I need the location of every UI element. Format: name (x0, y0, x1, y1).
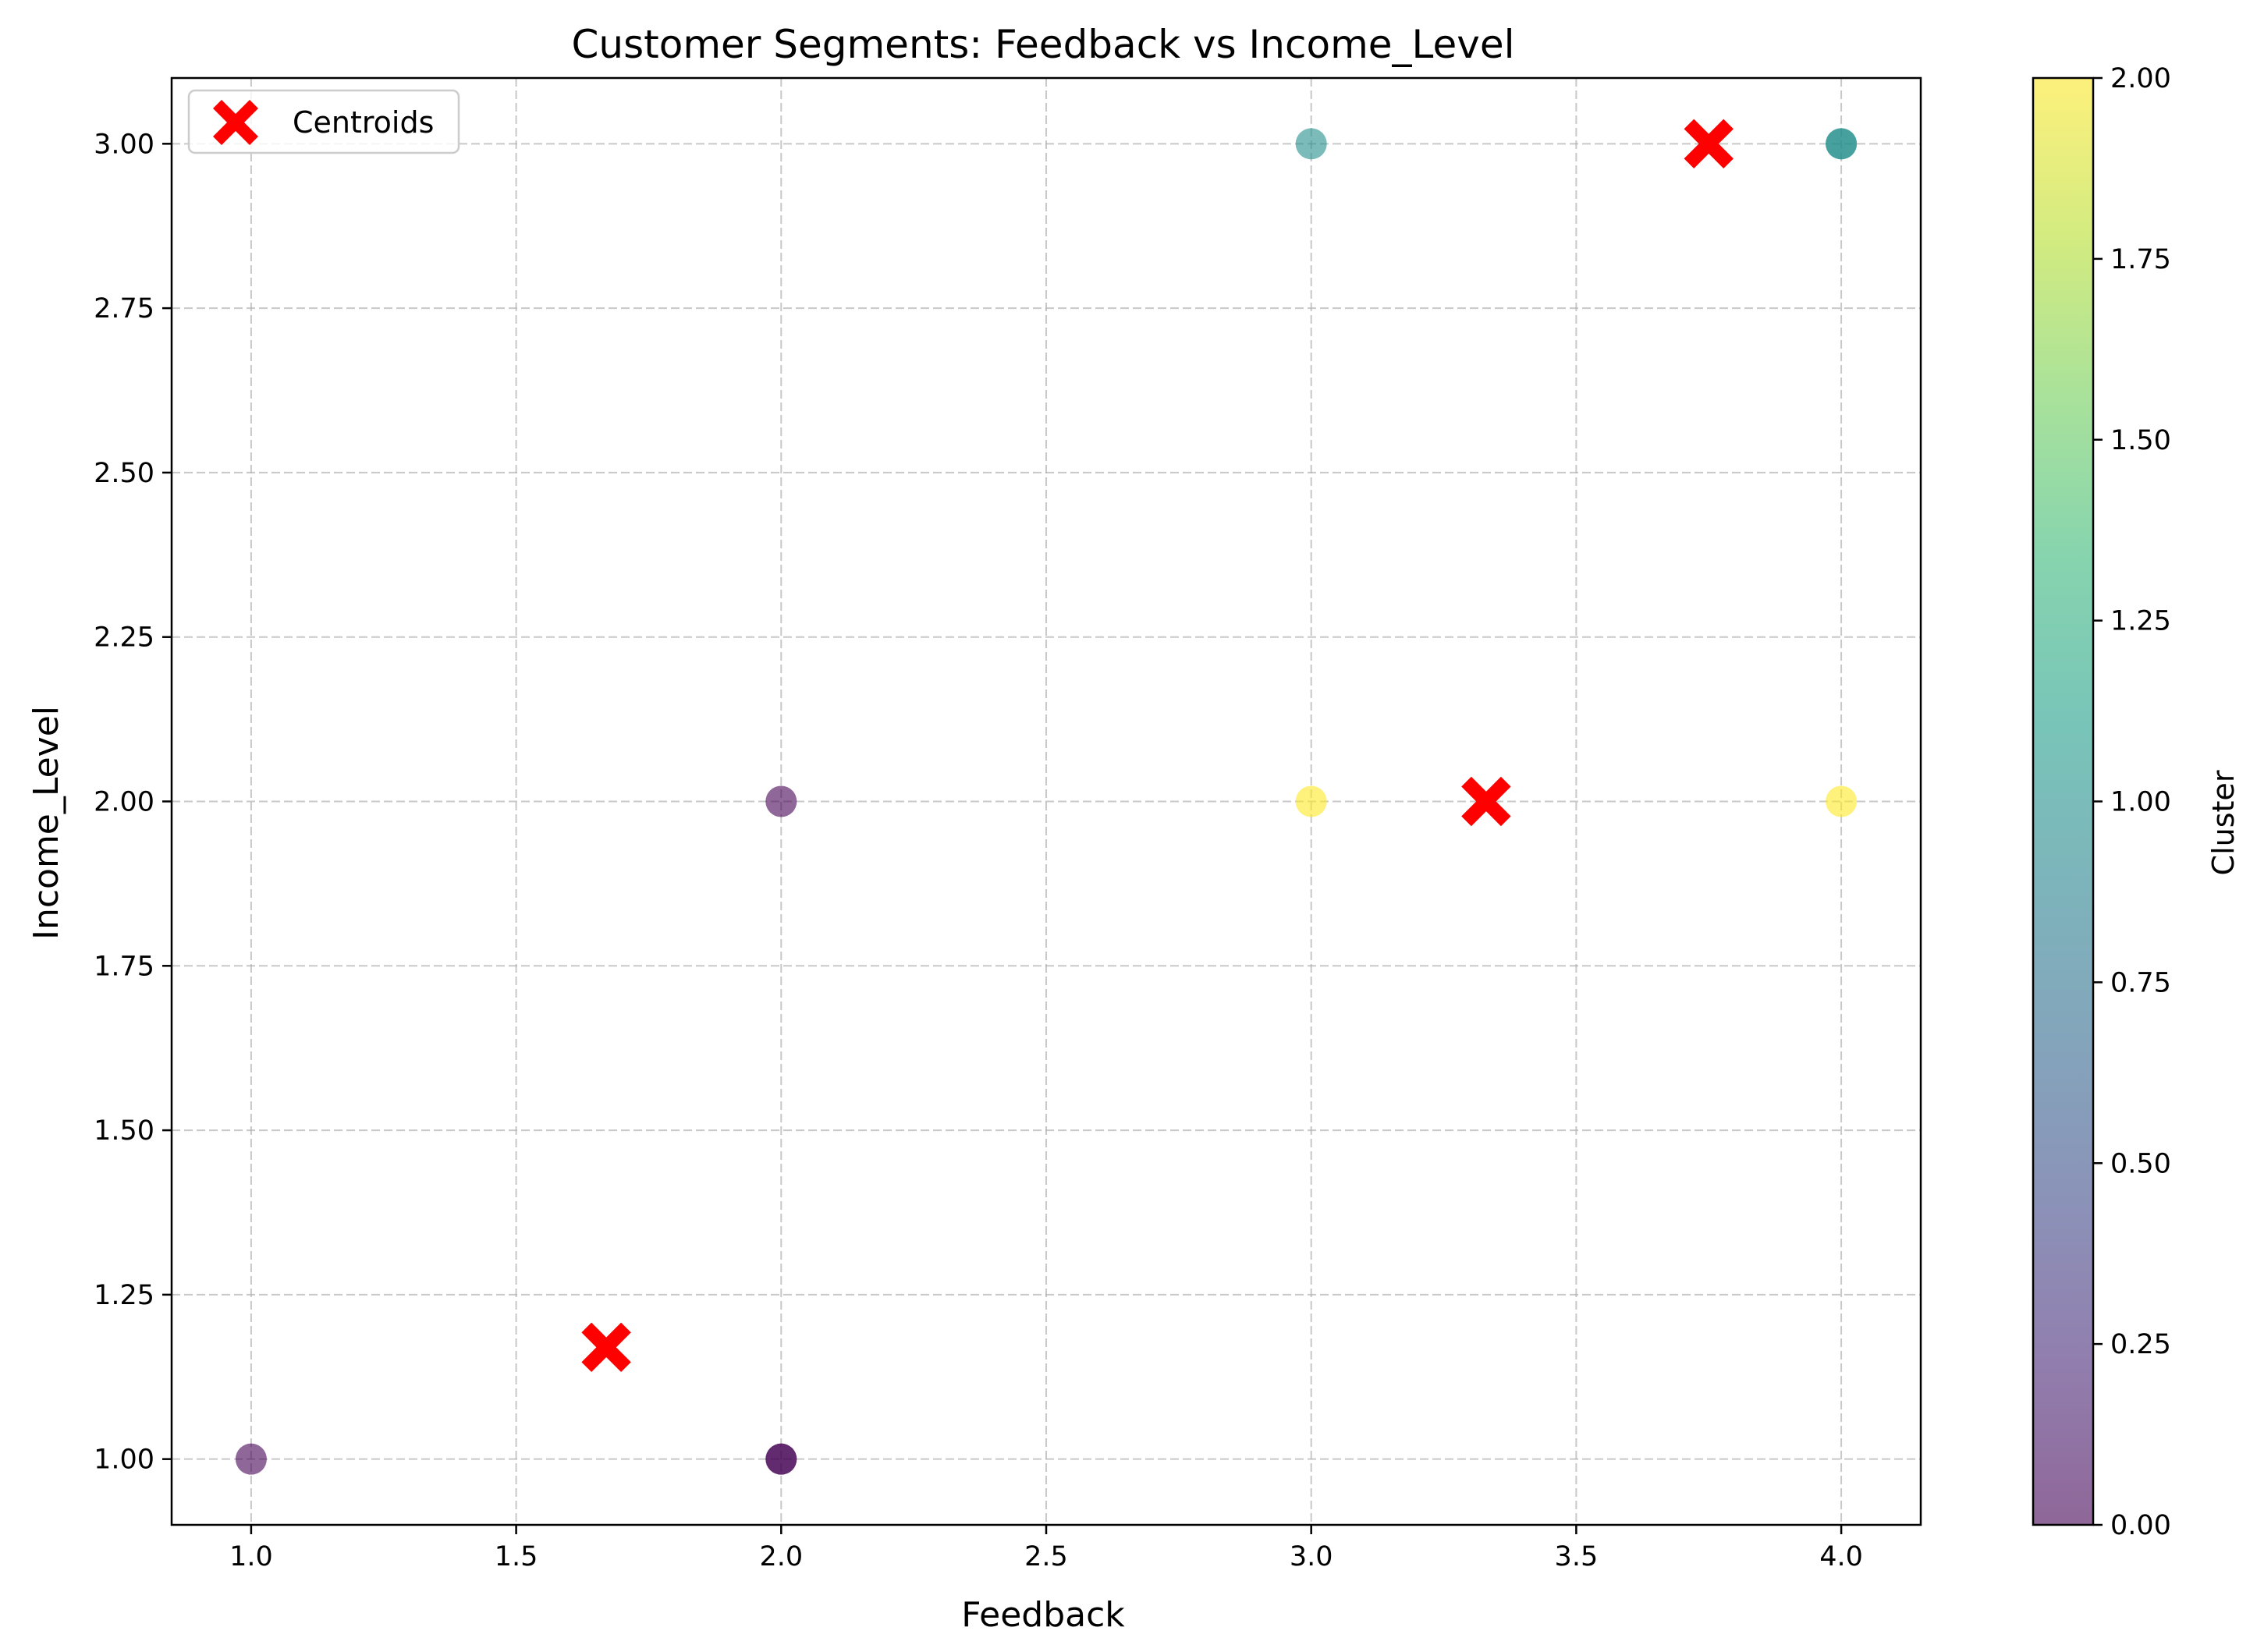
x-tick-label: 3.5 (1555, 1541, 1599, 1572)
centroid-marker (581, 1322, 631, 1373)
colorbar-tick-label: 0.25 (2110, 1329, 2171, 1360)
colorbar-tick-label: 1.50 (2110, 425, 2171, 456)
colorbar-tick-label: 0.75 (2110, 967, 2171, 998)
legend-x-icon (213, 100, 258, 145)
y-tick-label: 2.75 (94, 293, 154, 324)
data-point (1295, 128, 1327, 160)
centroid-markers (581, 119, 1734, 1373)
x-tick-label: 1.0 (229, 1541, 273, 1572)
y-tick-label: 2.50 (94, 458, 154, 489)
x-tick-label: 2.0 (759, 1541, 803, 1572)
y-axis-label: Income_Level (27, 706, 66, 940)
data-points (235, 128, 1858, 1475)
grid (172, 78, 1921, 1525)
y-tick-label: 1.00 (94, 1445, 154, 1476)
legend: Centroids (187, 89, 460, 154)
x-tick-label: 1.5 (495, 1541, 538, 1572)
data-point (1826, 785, 1858, 817)
colorbar-tick-label: 1.00 (2110, 787, 2171, 818)
data-point (765, 785, 797, 817)
colorbar-tick-label: 0.50 (2110, 1148, 2171, 1179)
data-point (1295, 785, 1327, 817)
centroid-marker (1684, 119, 1734, 169)
y-tick-label: 1.75 (94, 951, 154, 982)
y-tick-label: 1.25 (94, 1280, 154, 1311)
x-axis-ticks: 1.0 1.5 2.0 2.5 3.0 3.5 4.0 (229, 1525, 1863, 1572)
x-axis-label: Feedback (961, 1595, 1125, 1635)
colorbar-tick-label: 1.75 (2110, 244, 2171, 275)
colorbar-label: Cluster (2206, 770, 2241, 875)
colorbar-tick-label: 0.00 (2110, 1510, 2171, 1541)
y-tick-label: 2.25 (94, 622, 154, 654)
colorbar-tick-label: 2.00 (2110, 63, 2171, 94)
data-point (765, 1443, 797, 1475)
x-tick-label: 3.0 (1290, 1541, 1333, 1572)
x-tick-label: 2.5 (1024, 1541, 1068, 1572)
chart-title: Customer Segments: Feedback vs Income_Le… (571, 22, 1514, 67)
centroid-marker (1461, 776, 1511, 827)
data-point (235, 1443, 267, 1475)
x-tick-label: 4.0 (1819, 1541, 1863, 1572)
y-axis-ticks: 1.00 1.25 1.50 1.75 2.00 2.25 2.50 2.75 3.00 (94, 129, 172, 1476)
colorbar-tick-label: 1.25 (2110, 606, 2171, 637)
y-tick-label: 3.00 (94, 129, 154, 160)
colorbar-ticks: 0.00 0.25 0.50 0.75 1.00 1.25 1.50 1.75 2.00 (2093, 63, 2171, 1541)
y-tick-label: 1.50 (94, 1115, 154, 1147)
data-point (1826, 128, 1858, 160)
colorbar (2033, 78, 2093, 1525)
y-tick-label: 2.00 (94, 787, 154, 818)
legend-centroid-marker (213, 100, 258, 145)
legend-label-centroids: Centroids (293, 105, 434, 140)
